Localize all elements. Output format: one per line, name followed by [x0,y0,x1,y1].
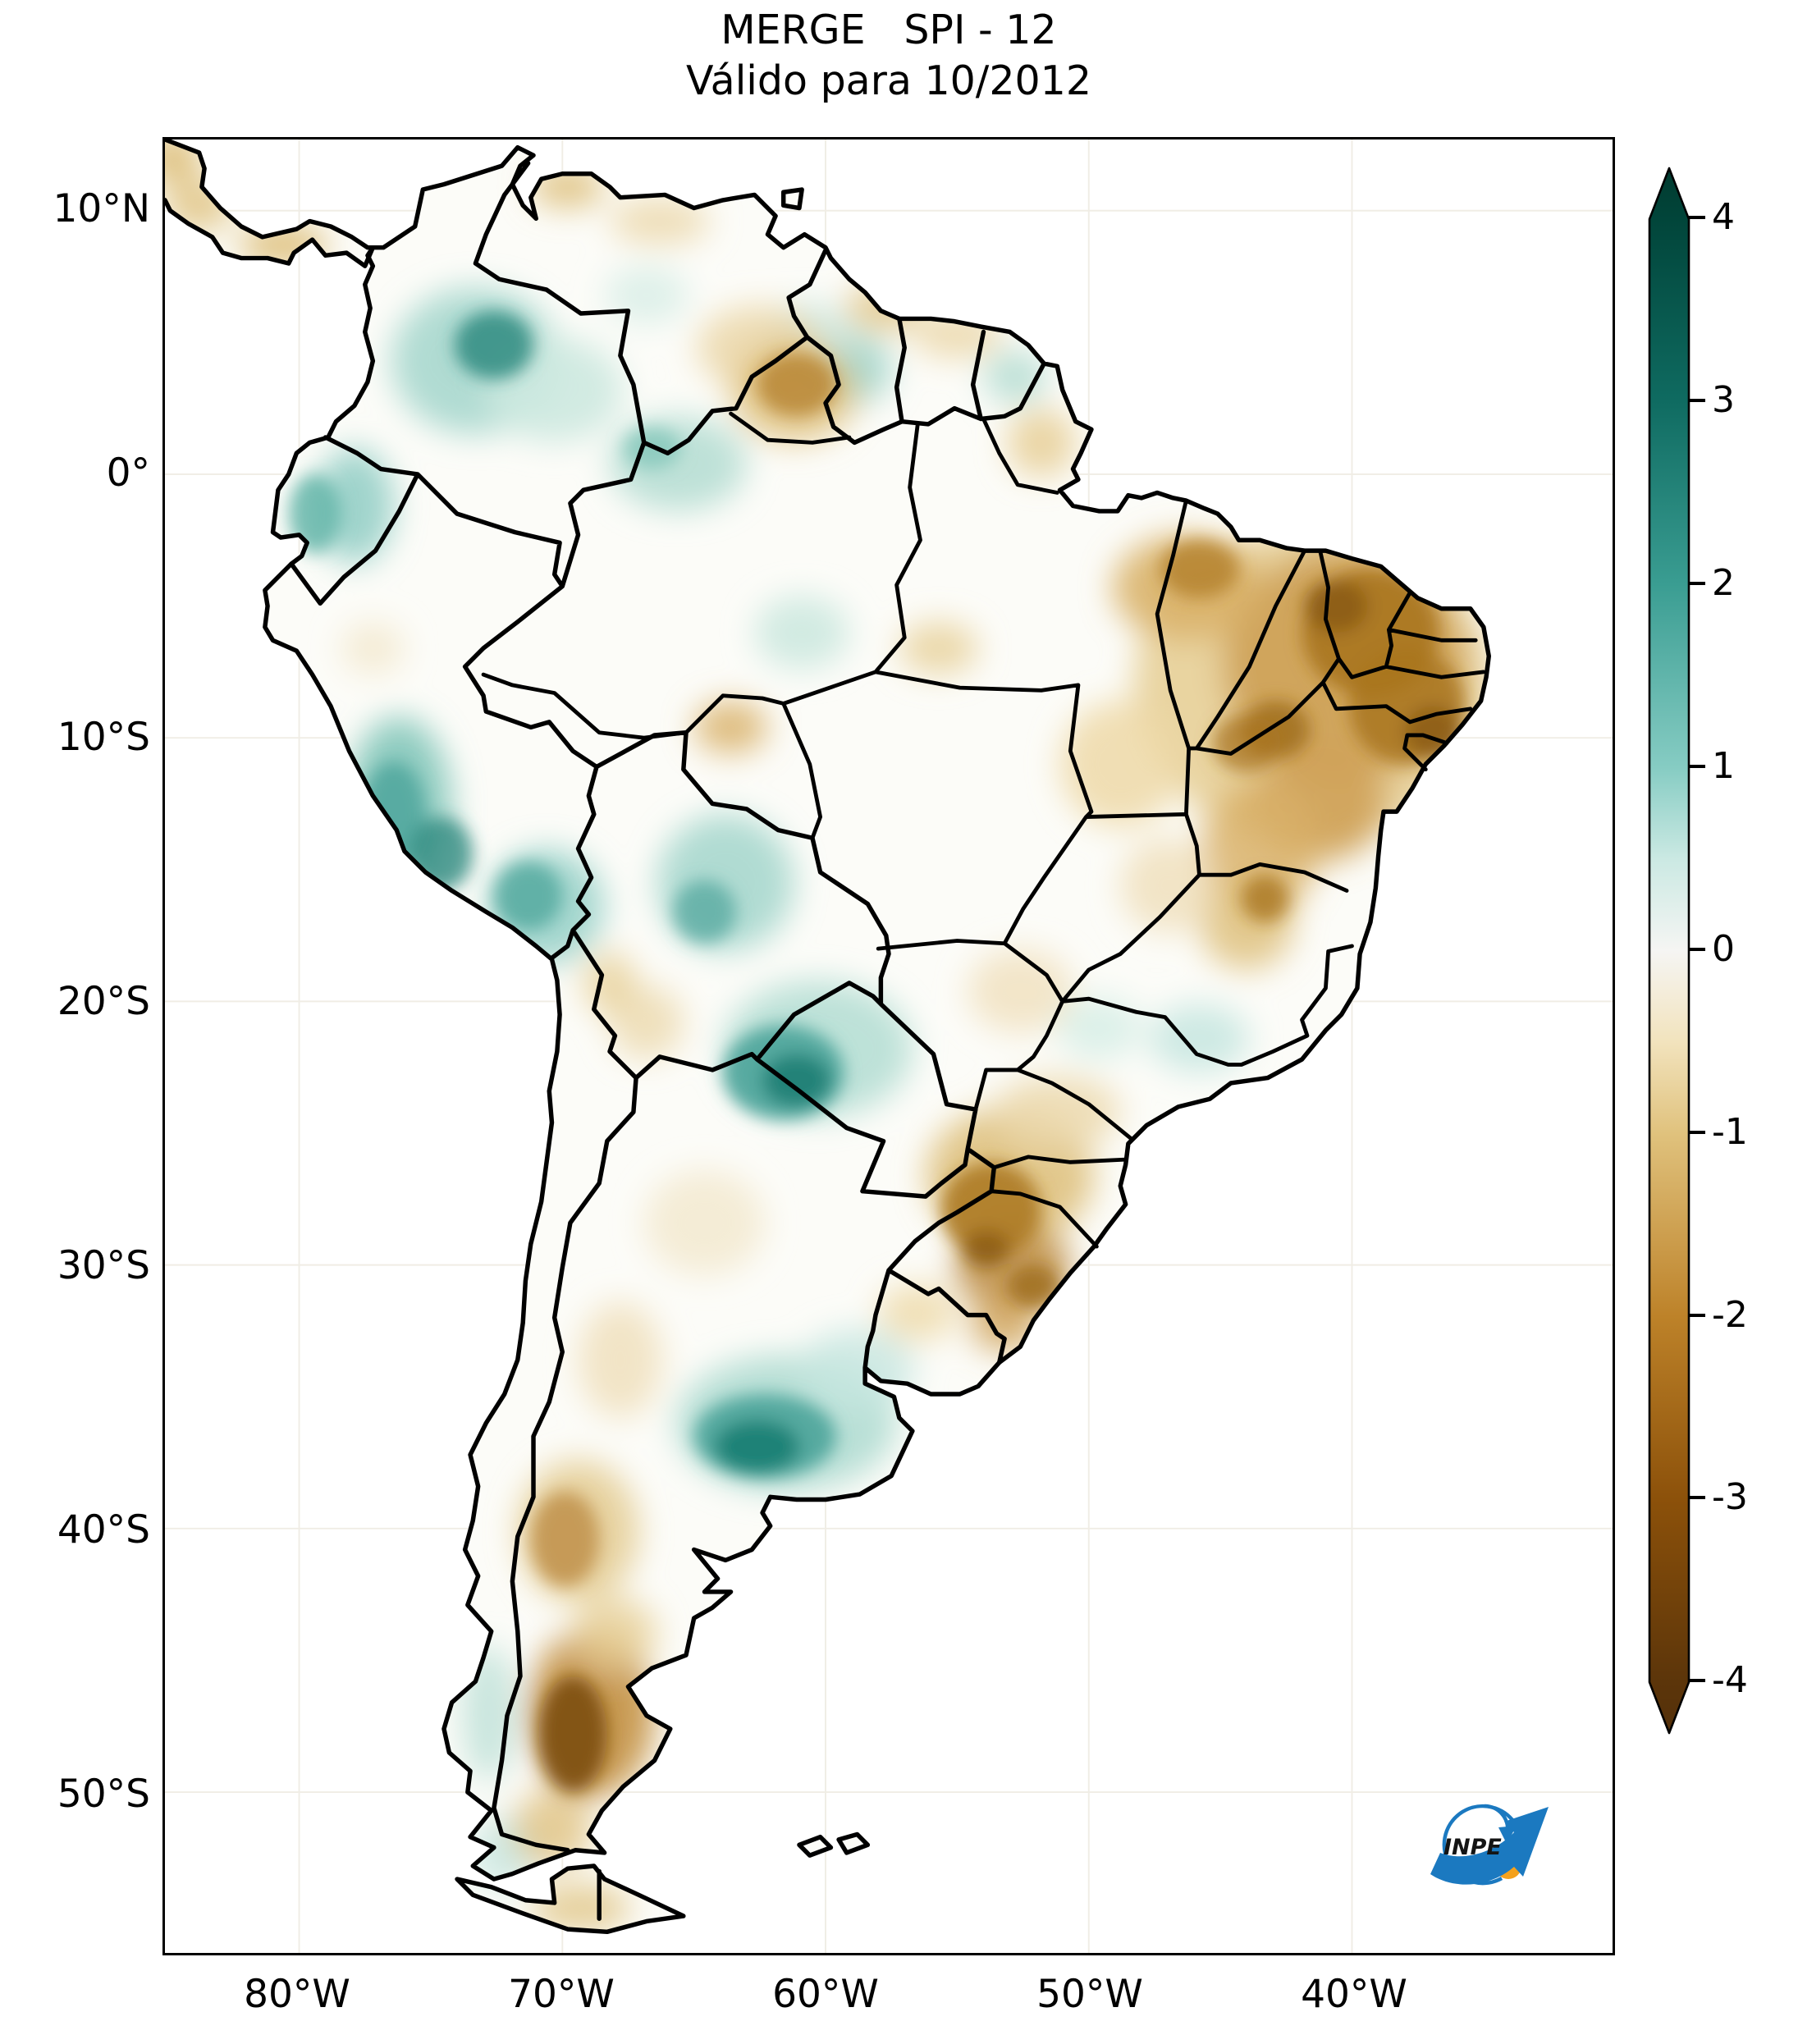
south-america-map [165,139,1613,1953]
lon-tick-60w: 60°W [772,1972,879,2017]
colorbar-tickmark [1689,582,1705,585]
colorbar-label-m2: -2 [1712,1294,1748,1336]
coastline [165,139,1491,1935]
colorbar-label-3: 3 [1712,379,1735,421]
lat-tick-20s: 20°S [57,979,150,1024]
colorbar [1648,167,1690,1735]
inpe-logo-spiral-arrowhead [1498,1826,1517,1844]
lat-tick-0: 0° [106,450,150,496]
colorbar-label-2: 2 [1712,562,1735,604]
colorbar-label-m1: -1 [1712,1111,1748,1153]
lon-tick-70w: 70°W [508,1972,615,2017]
inpe-logo: INPE [1430,1804,1549,1886]
colorbar-tickmark [1689,765,1705,768]
colorbar-tickmark [1689,216,1705,219]
colorbar-label-m3: -3 [1712,1476,1748,1518]
colorbar-tickmark [1689,399,1705,402]
lat-tick-30s: 30°S [57,1243,150,1288]
colorbar-tickmark [1689,1131,1705,1134]
inpe-logo-text: INPE [1443,1835,1502,1860]
colorbar-tickmark [1689,1496,1705,1499]
colorbar-label-m4: -4 [1712,1659,1748,1701]
colorbar-bar [1648,167,1690,1735]
lat-tick-50s: 50°S [57,1772,150,1817]
figure-subtitle: Válido para 10/2012 [685,57,1092,104]
figure-title: MERGE SPI - 12 [721,7,1057,53]
lon-tick-80w: 80°W [244,1972,350,2017]
colorbar-label-0: 0 [1712,928,1735,970]
colorbar-tickmark [1689,1679,1705,1682]
colorbar-tickmark [1689,948,1705,951]
colorbar-label-4: 4 [1712,196,1735,238]
map-panel [162,137,1615,1955]
colorbar-label-1: 1 [1712,745,1735,787]
lon-tick-40w: 40°W [1301,1972,1407,2017]
lat-tick-10n: 10°N [53,186,150,231]
country-borders [289,161,1046,1921]
inpe-logo-swoosh-arrow [1430,1807,1549,1885]
colorbar-tickmark [1689,1314,1705,1317]
state-borders [481,411,1486,1249]
lat-tick-10s: 10°S [57,715,150,760]
lat-tick-40s: 40°S [57,1507,150,1552]
lon-tick-50w: 50°W [1036,1972,1143,2017]
